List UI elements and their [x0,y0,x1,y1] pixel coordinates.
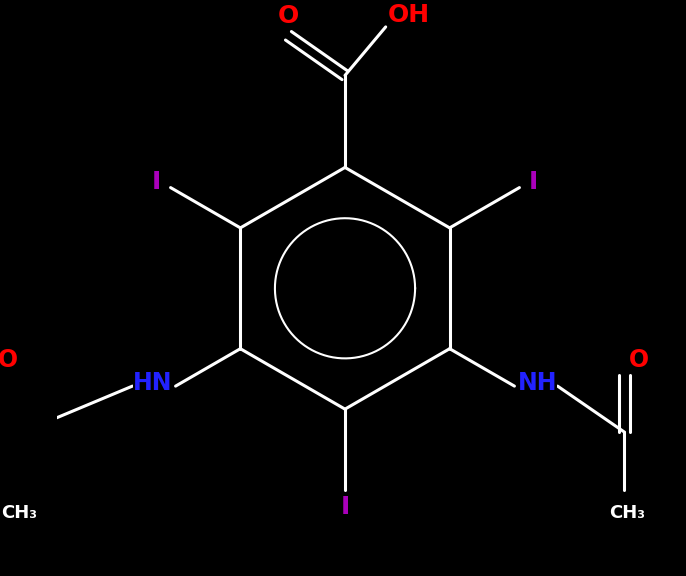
Text: I: I [152,170,161,194]
Text: O: O [629,348,649,372]
Text: OH: OH [388,3,429,28]
Text: HN: HN [133,372,172,395]
Text: I: I [529,170,539,194]
Text: NH: NH [518,372,557,395]
Text: I: I [340,495,350,519]
Text: O: O [278,3,299,28]
Text: CH₃: CH₃ [609,503,646,522]
Text: CH₃: CH₃ [1,503,38,522]
Text: O: O [0,348,18,372]
